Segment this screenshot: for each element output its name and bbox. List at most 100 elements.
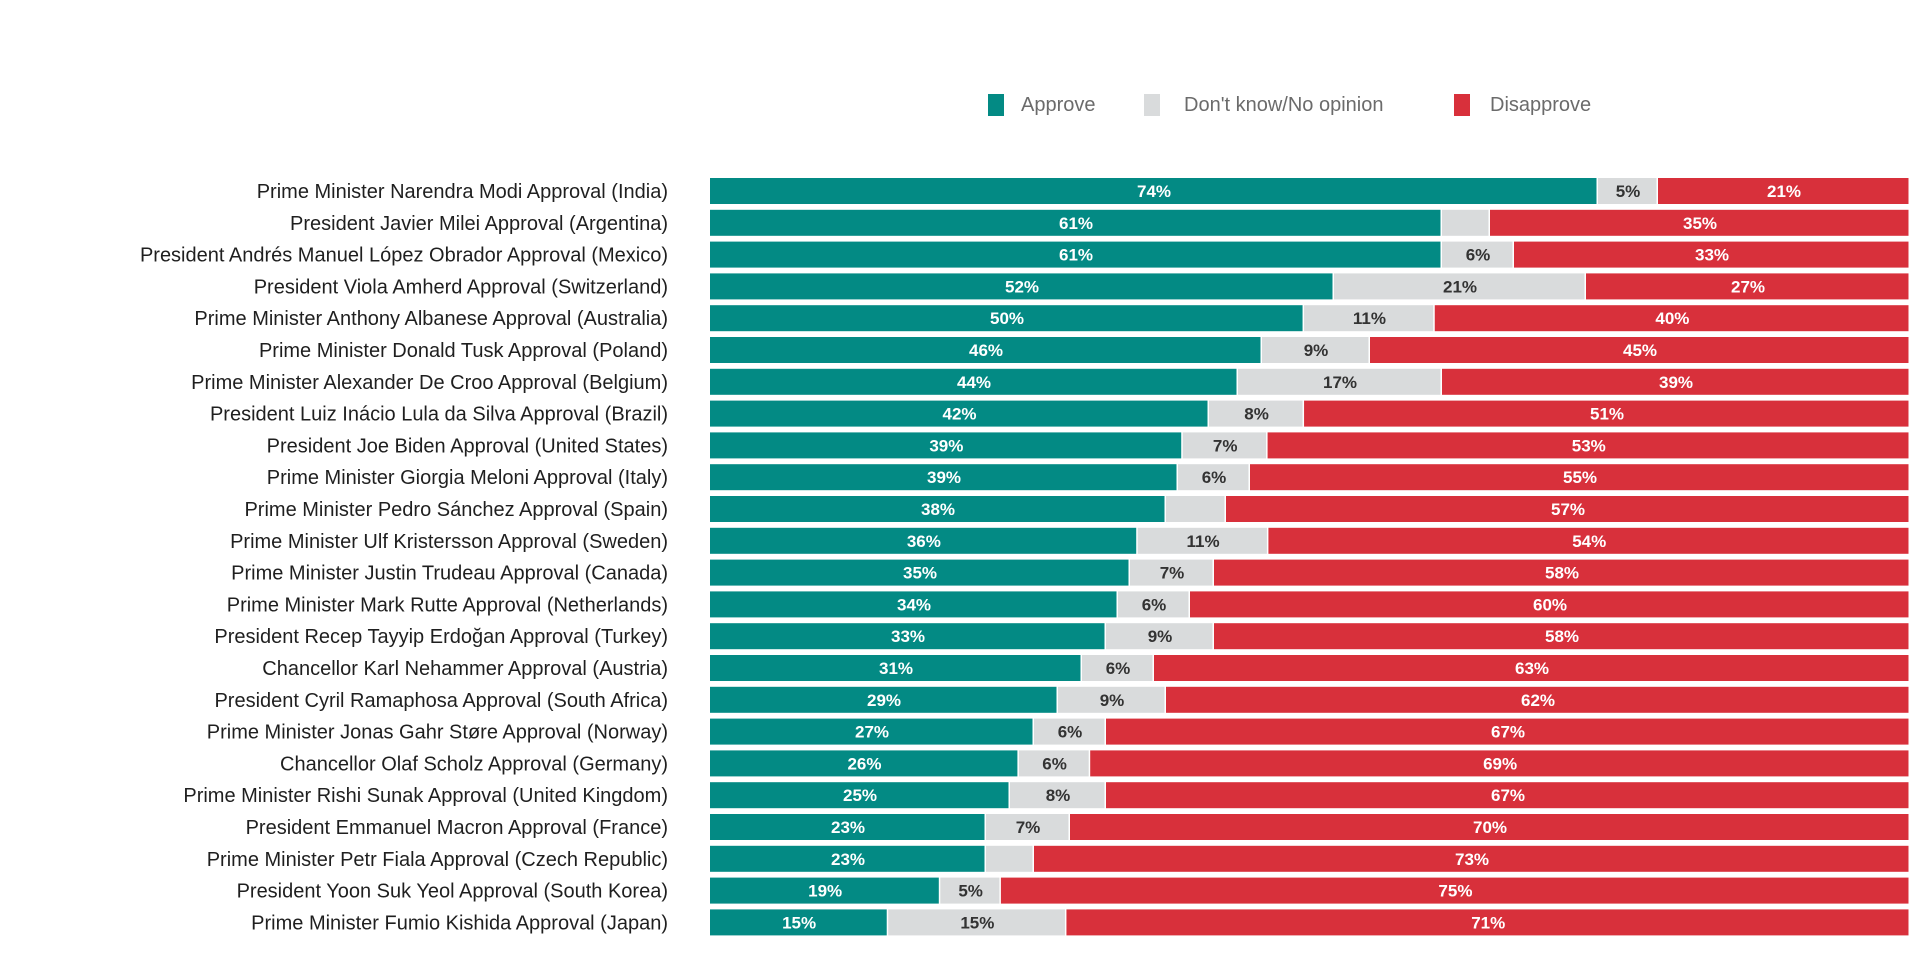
bar-segment-disapprove (1166, 686, 1909, 713)
data-label-don-t-know-no-opinion: 6% (1058, 723, 1083, 742)
data-label-approve: 34% (897, 595, 931, 614)
data-label-disapprove: 69% (1483, 754, 1517, 773)
data-label-approve: 36% (907, 532, 941, 551)
data-label-approve: 50% (990, 309, 1024, 328)
data-label-don-t-know-no-opinion: 9% (1100, 691, 1125, 710)
bar-row: 31% 6% 63% (710, 655, 1909, 681)
data-label-approve: 38% (921, 500, 955, 519)
data-label-approve: 15% (782, 913, 816, 932)
bar-segment-don-t-know-no-opinion (1442, 209, 1489, 236)
data-label-don-t-know-no-opinion: 11% (1187, 532, 1220, 551)
data-label-disapprove: 58% (1545, 627, 1579, 646)
legend-swatch-don-t-know-no-opinion (1144, 94, 1160, 116)
legend-label-disapprove: Disapprove (1490, 94, 1591, 116)
data-label-disapprove: 57% (1551, 500, 1585, 519)
bar-segment-don-t-know-no-opinion (1118, 591, 1189, 618)
bar-segment-disapprove (1250, 464, 1909, 491)
data-label-approve: 39% (929, 436, 963, 455)
category-label: Prime Minister Rishi Sunak Approval (Uni… (183, 785, 668, 807)
data-label-approve: 42% (942, 405, 976, 424)
category-label: Prime Minister Pedro Sánchez Approval (S… (244, 499, 668, 521)
data-label-don-t-know-no-opinion: 6% (1466, 246, 1491, 265)
legend-swatch-disapprove (1454, 94, 1470, 116)
category-label: Prime Minister Ulf Kristersson Approval … (230, 531, 668, 553)
category-label: Chancellor Olaf Scholz Approval (Germany… (280, 753, 668, 775)
bar-segment-don-t-know-no-opinion (1166, 496, 1225, 522)
category-label: President Viola Amherd Approval (Switzer… (254, 276, 668, 298)
data-label-approve: 61% (1059, 246, 1093, 265)
category-label: President Recep Tayyip Erdoğan Approval … (214, 626, 668, 648)
bar-row: 61% 6% 33% (710, 241, 1909, 268)
bar-segment-don-t-know-no-opinion (1442, 241, 1513, 268)
category-label: Prime Minister Anthony Albanese Approval… (194, 308, 668, 330)
chart-legend: Approve Don't know/No opinion Disapprove (988, 94, 1591, 116)
data-label-approve: 35% (903, 564, 937, 583)
category-label: Prime Minister Donald Tusk Approval (Pol… (259, 340, 668, 362)
bar-segment-don-t-know-no-opinion (1182, 432, 1267, 459)
bar-segment-approve (710, 273, 1333, 300)
bar-row: 33% 9% 58% (710, 623, 1909, 650)
category-label: Prime Minister Mark Rutte Approval (Neth… (227, 594, 668, 616)
bar-segment-approve (710, 400, 1208, 427)
category-label: Prime Minister Jonas Gahr Støre Approval… (207, 722, 668, 744)
data-label-disapprove: 54% (1572, 532, 1606, 551)
bar-segment-don-t-know-no-opinion (888, 909, 1065, 936)
data-label-approve: 31% (879, 659, 913, 678)
bar-row: 25% 8% 67% (710, 782, 1909, 809)
data-label-disapprove: 21% (1767, 182, 1801, 201)
bar-row: 34% 6% 60% (710, 591, 1909, 618)
bar-segment-approve (710, 750, 1018, 777)
bar-segment-disapprove (1214, 623, 1909, 650)
data-label-don-t-know-no-opinion: 6% (1042, 754, 1067, 773)
bar-segment-don-t-know-no-opinion (1058, 686, 1165, 713)
bar-segment-approve (710, 209, 1441, 236)
data-label-approve: 19% (808, 882, 842, 901)
bar-segment-approve (710, 527, 1137, 554)
bar-segment-don-t-know-no-opinion (1018, 750, 1089, 777)
data-label-don-t-know-no-opinion: 8% (1046, 786, 1071, 805)
bar-segment-disapprove (1267, 432, 1909, 459)
bar-segment-approve (710, 464, 1177, 491)
data-label-don-t-know-no-opinion: 21% (1443, 277, 1477, 296)
bar-segment-disapprove (1514, 241, 1909, 268)
bar-segment-approve (710, 814, 985, 840)
category-label: Prime Minister Justin Trudeau Approval (… (231, 563, 668, 585)
data-label-approve: 23% (831, 818, 865, 837)
data-label-disapprove: 39% (1659, 373, 1693, 392)
bar-segment-approve (710, 845, 985, 872)
legend-label-don-t-know-no-opinion: Don't know/No opinion (1184, 94, 1384, 116)
bar-segment-approve (710, 655, 1081, 681)
data-label-don-t-know-no-opinion: 7% (1016, 818, 1041, 837)
bar-segment-approve (710, 305, 1303, 332)
data-label-disapprove: 67% (1491, 723, 1525, 742)
bar-segment-don-t-know-no-opinion (1034, 718, 1105, 745)
bar-segment-don-t-know-no-opinion (1304, 305, 1434, 332)
bar-segment-disapprove (1000, 877, 1909, 904)
bar-row: 42% 8% 51% (710, 400, 1909, 427)
bar-segment-don-t-know-no-opinion (986, 845, 1033, 872)
category-label: President Joe Biden Approval (United Sta… (267, 435, 668, 457)
bar-segment-don-t-know-no-opinion (1598, 178, 1657, 204)
data-label-approve: 46% (969, 341, 1003, 360)
bar-segment-disapprove (1190, 591, 1909, 618)
data-label-approve: 27% (855, 723, 889, 742)
bar-segment-disapprove (1214, 559, 1909, 586)
bar-segment-don-t-know-no-opinion (986, 814, 1069, 840)
category-label: President Yoon Suk Yeol Approval (South … (237, 881, 668, 903)
bar-row: 36% 11% 54% (710, 527, 1909, 554)
data-label-don-t-know-no-opinion: 9% (1304, 341, 1329, 360)
bar-segment-approve (710, 909, 887, 936)
data-label-don-t-know-no-opinion: 9% (1148, 627, 1173, 646)
bar-segment-disapprove (1070, 814, 1909, 840)
data-label-disapprove: 51% (1590, 405, 1624, 424)
bar-segment-disapprove (1586, 273, 1909, 300)
bar-segment-approve (710, 782, 1009, 809)
data-label-don-t-know-no-opinion: 15% (960, 913, 994, 932)
legend-label-approve: Approve (1021, 94, 1096, 116)
data-label-don-t-know-no-opinion: 5% (958, 882, 983, 901)
bar-segment-don-t-know-no-opinion (1010, 782, 1105, 809)
category-labels: Prime Minister Narendra Modi Approval (I… (140, 181, 668, 934)
bar-segment-approve (710, 718, 1033, 745)
bar-area: 74% 5% 21% 61% 35% 61% 6% 33% 52% 21% 27% 50% 11% 40%… (710, 178, 1909, 936)
bar-segment-approve (710, 591, 1117, 618)
